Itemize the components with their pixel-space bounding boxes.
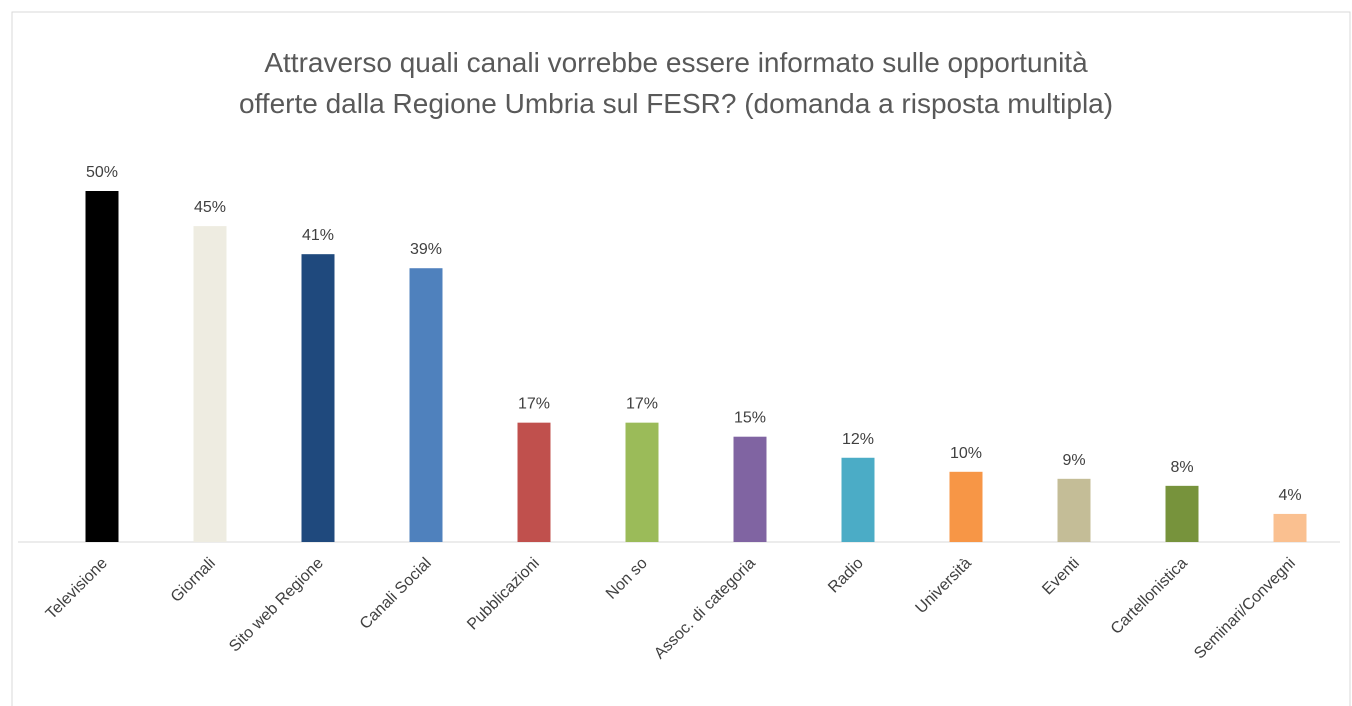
bar	[733, 436, 767, 542]
x-tick-label: Seminari/Convegni	[1191, 555, 1299, 663]
x-tick-label: Giornali	[168, 555, 219, 606]
chart-title: offerte dalla Regione Umbria sul FESR? (…	[239, 88, 1113, 119]
chart-border	[11, 11, 1351, 706]
x-tick-label: Televisione	[43, 555, 111, 623]
x-tick-label: Assoc. di categoria	[651, 555, 759, 663]
x-tick-label: Sito web Regione	[226, 555, 327, 656]
value-label: 9%	[1062, 452, 1085, 469]
bar	[841, 457, 875, 542]
x-tick-label: Eventi	[1039, 555, 1082, 598]
bar	[85, 191, 119, 542]
x-tick-label: Pubblicazioni	[464, 555, 543, 634]
value-label: 8%	[1170, 459, 1193, 476]
value-label: 17%	[626, 396, 658, 413]
value-label: 12%	[842, 431, 874, 448]
bar	[1057, 478, 1091, 542]
value-label: 45%	[194, 199, 226, 216]
bar	[193, 226, 227, 542]
value-label: 15%	[734, 410, 766, 427]
bar	[301, 254, 335, 542]
value-label: 17%	[518, 396, 550, 413]
value-label: 41%	[302, 227, 334, 244]
chart-title: Attraverso quali canali vorrebbe essere …	[264, 47, 1088, 78]
bar	[1273, 513, 1307, 542]
value-label: 50%	[86, 164, 118, 181]
x-tick-label: Radio	[825, 555, 867, 597]
bar	[517, 422, 551, 542]
bar	[625, 422, 659, 542]
bar	[1165, 485, 1199, 542]
x-tick-label: Università	[913, 555, 975, 617]
x-tick-label: Canali Social	[357, 555, 435, 633]
bar	[409, 268, 443, 542]
x-tick-label: Cartellonistica	[1108, 555, 1191, 638]
x-tick-label: Non so	[603, 555, 651, 603]
value-label: 39%	[410, 241, 442, 258]
value-label: 10%	[950, 445, 982, 462]
value-label: 4%	[1278, 487, 1301, 504]
bar	[949, 471, 983, 542]
